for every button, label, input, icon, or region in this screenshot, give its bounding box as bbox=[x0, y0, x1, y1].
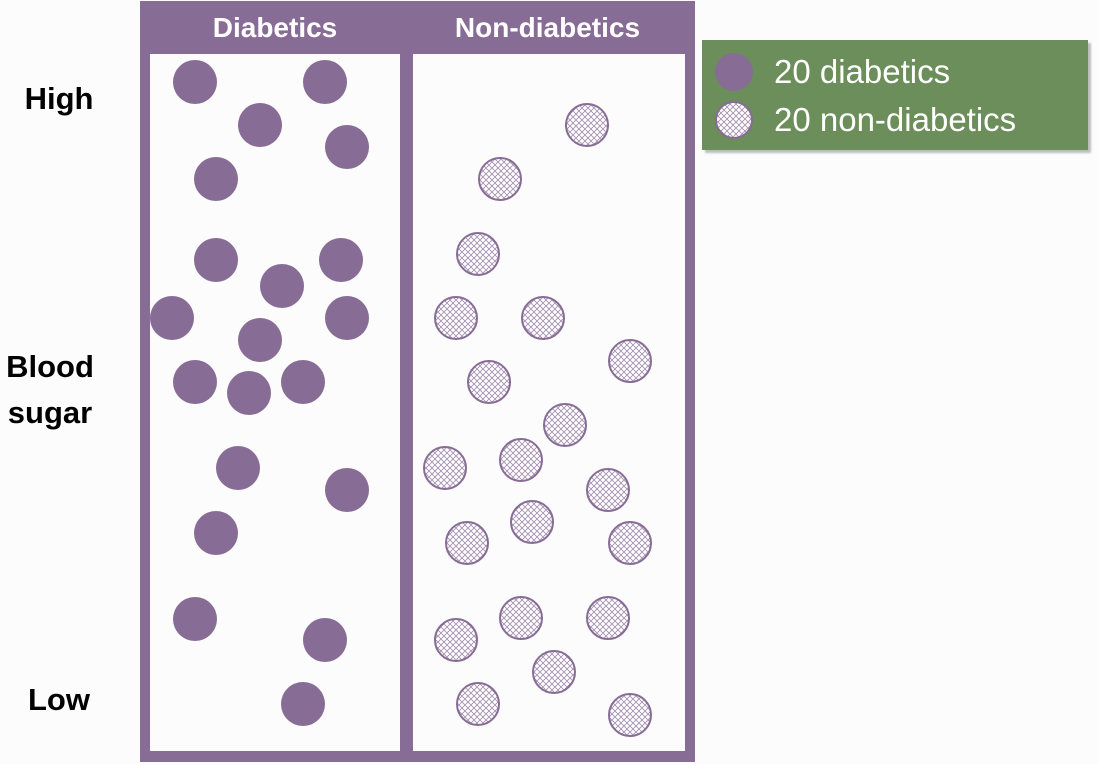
non-diabetics-header: Non-diabetics bbox=[454, 12, 641, 43]
non-diabetic-dot bbox=[586, 468, 630, 512]
non-diabetic-dot bbox=[543, 403, 587, 447]
diabetics-header: Diabetics bbox=[212, 12, 338, 43]
diabetic-dot bbox=[150, 296, 194, 340]
legend-entry-diabetics: 20 diabetics bbox=[702, 48, 950, 96]
non-diabetic-dot bbox=[608, 693, 652, 737]
diabetic-dot bbox=[194, 157, 238, 201]
non-diabetic-dot bbox=[434, 296, 478, 340]
diabetic-dot bbox=[303, 60, 347, 104]
non-diabetic-dot bbox=[434, 618, 478, 662]
hatched-dot-icon bbox=[715, 101, 753, 139]
non-diabetic-dot bbox=[478, 157, 522, 201]
diabetic-dot bbox=[325, 468, 369, 512]
non-diabetic-dot bbox=[499, 438, 543, 482]
diabetic-dot bbox=[173, 360, 217, 404]
y-label-blood: Blood bbox=[6, 349, 94, 384]
diabetic-dot bbox=[238, 103, 282, 147]
non-diabetic-dot bbox=[586, 596, 630, 640]
non-diabetics-dots bbox=[423, 103, 652, 737]
non-diabetic-dot bbox=[565, 103, 609, 147]
non-diabetic-dot bbox=[456, 232, 500, 276]
diabetic-dot bbox=[194, 511, 238, 555]
non-diabetic-dot bbox=[423, 446, 467, 490]
legend-label-non-diabetics: 20 non-diabetics bbox=[774, 101, 1017, 138]
diabetic-dot bbox=[227, 371, 271, 415]
diabetic-dot bbox=[216, 446, 260, 490]
non-diabetic-dot bbox=[510, 500, 554, 544]
y-label-sugar: sugar bbox=[7, 395, 93, 430]
diabetics-dots bbox=[150, 60, 369, 726]
non-diabetic-dot bbox=[532, 650, 576, 694]
diabetic-dot bbox=[173, 597, 217, 641]
legend-label-diabetics: 20 diabetics bbox=[774, 53, 951, 90]
diabetic-dot bbox=[325, 296, 369, 340]
diabetic-dot bbox=[319, 238, 363, 282]
diabetic-dot bbox=[325, 125, 369, 169]
solid-dot-icon bbox=[715, 53, 753, 91]
non-diabetic-dot bbox=[445, 521, 489, 565]
non-diabetic-dot bbox=[499, 596, 543, 640]
non-diabetic-dot bbox=[521, 296, 565, 340]
diabetic-dot bbox=[281, 682, 325, 726]
non-diabetic-dot bbox=[608, 339, 652, 383]
diabetic-dot bbox=[238, 318, 282, 362]
diabetic-dot bbox=[303, 618, 347, 662]
y-label-low: Low bbox=[28, 682, 90, 717]
diabetic-dot bbox=[194, 238, 238, 282]
y-label-high: High bbox=[24, 81, 94, 116]
non-diabetic-dot bbox=[467, 360, 511, 404]
legend-entry-non-diabetics: 20 non-diabetics bbox=[702, 96, 1016, 144]
diabetic-dot bbox=[281, 360, 325, 404]
diabetic-dot bbox=[260, 264, 304, 308]
legend-box: 20 diabetics 20 non-diabetics bbox=[702, 40, 1088, 150]
diabetic-dot bbox=[173, 60, 217, 104]
non-diabetic-dot bbox=[608, 521, 652, 565]
non-diabetic-dot bbox=[456, 682, 500, 726]
